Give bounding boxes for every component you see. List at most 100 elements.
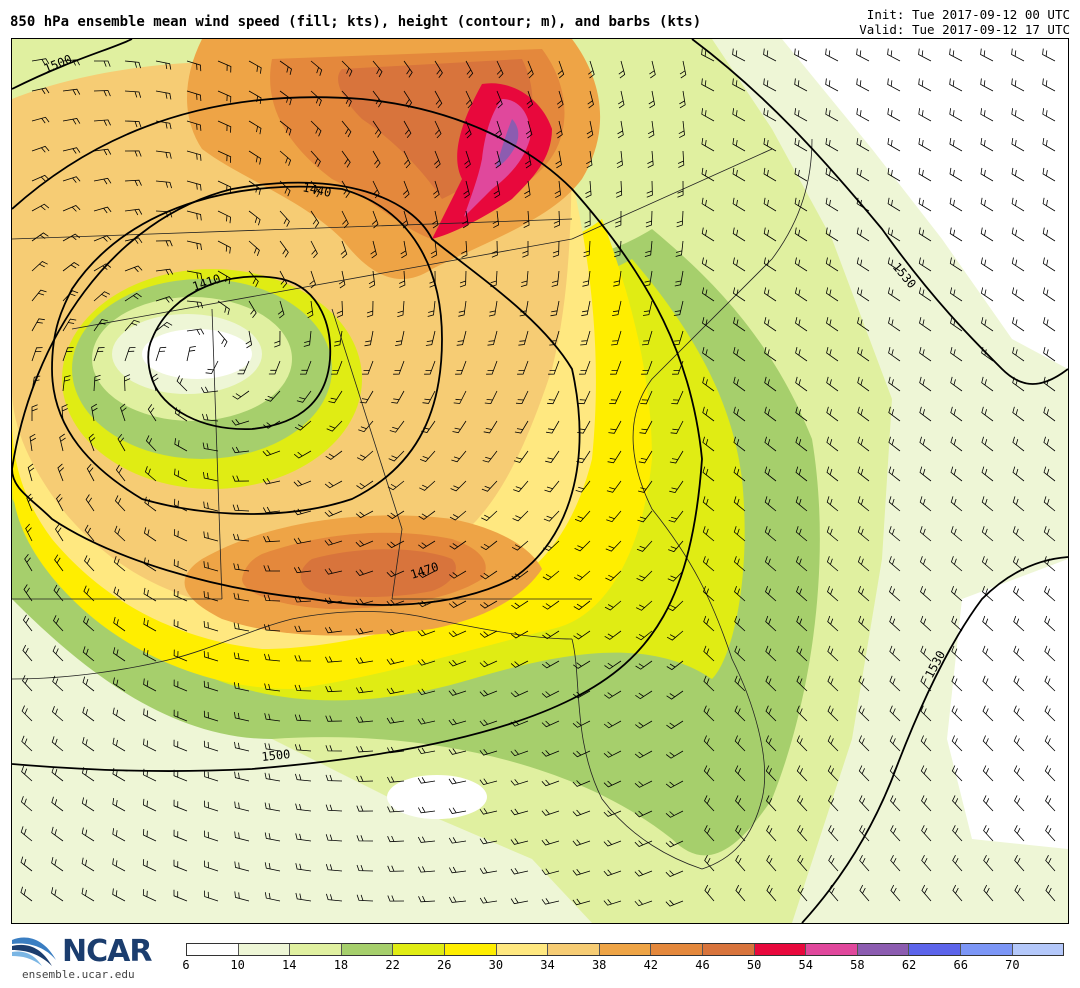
- wind-barb: [263, 594, 281, 602]
- wind-barb: [143, 557, 157, 572]
- wind-barb: [142, 828, 157, 842]
- wind-barb: [918, 287, 932, 302]
- wind-barb: [981, 496, 994, 512]
- wind-barb: [24, 554, 33, 572]
- wind-barb: [541, 809, 560, 816]
- wind-barb: [355, 540, 374, 547]
- wind-barb: [646, 180, 653, 198]
- wind-barb: [310, 240, 318, 259]
- ncar-logo: NCAR ensemble.ucar.edu: [10, 928, 170, 984]
- wind-barb: [887, 197, 901, 212]
- wind-barb: [62, 318, 77, 332]
- wind-barb: [386, 570, 405, 578]
- wind-barb: [764, 347, 777, 362]
- wind-barb: [233, 533, 250, 542]
- wind-barb: [635, 720, 653, 729]
- wind-barb: [81, 857, 95, 872]
- wind-barb: [573, 630, 591, 640]
- wind-barb: [634, 869, 653, 877]
- wind-barb: [617, 120, 624, 139]
- wind-barb: [448, 837, 467, 844]
- wind-barb: [145, 435, 157, 452]
- wind-barb: [25, 523, 33, 542]
- wind-barb: [62, 88, 81, 96]
- wind-barb: [541, 750, 560, 757]
- wind-barb: [492, 210, 500, 229]
- wind-barb: [1013, 735, 1025, 752]
- wind-barb: [794, 287, 808, 302]
- wind-barb: [372, 150, 381, 169]
- wind-barb: [735, 825, 746, 842]
- wind-barb: [173, 769, 188, 782]
- wind-barb: [205, 360, 219, 374]
- wind-barb: [300, 360, 312, 375]
- wind-barb: [186, 240, 202, 251]
- wind-barb: [155, 90, 172, 100]
- wind-barb: [920, 585, 932, 602]
- wind-barb: [858, 765, 870, 782]
- wind-barb: [636, 570, 653, 582]
- gulf-coastline: [12, 611, 573, 680]
- wind-barb: [887, 227, 901, 242]
- state-line-2: [331, 308, 403, 600]
- wind-barb: [612, 300, 622, 316]
- wind-barb: [732, 257, 746, 272]
- wind-barb: [603, 750, 622, 758]
- wind-barb: [155, 210, 173, 218]
- wind-barb: [511, 600, 529, 610]
- wind-barb: [325, 774, 343, 782]
- wind-barb: [386, 540, 405, 549]
- wind-barb: [518, 330, 529, 346]
- wind-barb: [81, 797, 95, 812]
- wind-barb: [62, 147, 81, 154]
- wind-barb: [703, 765, 715, 782]
- wind-barb: [794, 138, 808, 152]
- wind-barb: [635, 690, 653, 700]
- wind-barb: [449, 510, 467, 521]
- wind-barb: [951, 645, 963, 662]
- wind-barb: [264, 742, 281, 752]
- wind-barb: [764, 406, 777, 422]
- wind-barb: [434, 90, 443, 109]
- colorbar-cell: [341, 944, 394, 955]
- wind-barb: [825, 287, 839, 302]
- wind-barb: [634, 780, 653, 788]
- wind-barb: [293, 450, 312, 459]
- wind-barb: [203, 620, 219, 632]
- wind-barb: [522, 241, 529, 258]
- wind-barb: [857, 526, 870, 542]
- wind-barb: [57, 463, 65, 482]
- wind-barb: [919, 496, 932, 512]
- wind-barb: [703, 645, 715, 662]
- wind-barb: [543, 510, 560, 522]
- wind-barb: [517, 360, 529, 375]
- wind-barb: [524, 180, 531, 199]
- wind-barb: [52, 645, 64, 662]
- wind-barb: [113, 586, 126, 602]
- wind-barb: [326, 893, 343, 902]
- wind-barb: [294, 420, 312, 431]
- wind-barb: [31, 318, 45, 332]
- wind-barb: [143, 587, 157, 602]
- wind-barb: [217, 300, 230, 316]
- wind-barb: [155, 180, 172, 189]
- wind-barb: [151, 373, 159, 392]
- wind-barb: [856, 197, 870, 212]
- wind-barb: [31, 261, 48, 272]
- wind-barb: [186, 300, 203, 309]
- init-time: Init: Tue 2017-09-12 00 UTC: [866, 7, 1070, 22]
- wind-barb: [93, 263, 112, 272]
- wind-barb: [248, 60, 262, 74]
- wind-barb: [417, 659, 436, 666]
- wind-barb: [949, 108, 963, 122]
- wind-barb: [795, 466, 808, 482]
- wind-barb: [248, 120, 262, 135]
- wind-barb: [828, 884, 839, 902]
- wind-barb: [603, 720, 622, 729]
- wind-barb: [433, 180, 440, 199]
- wind-barb: [1044, 645, 1056, 662]
- wind-barb: [672, 330, 684, 346]
- wind-barb: [174, 438, 188, 452]
- wind-barb: [479, 660, 498, 668]
- wind-barb: [359, 390, 374, 404]
